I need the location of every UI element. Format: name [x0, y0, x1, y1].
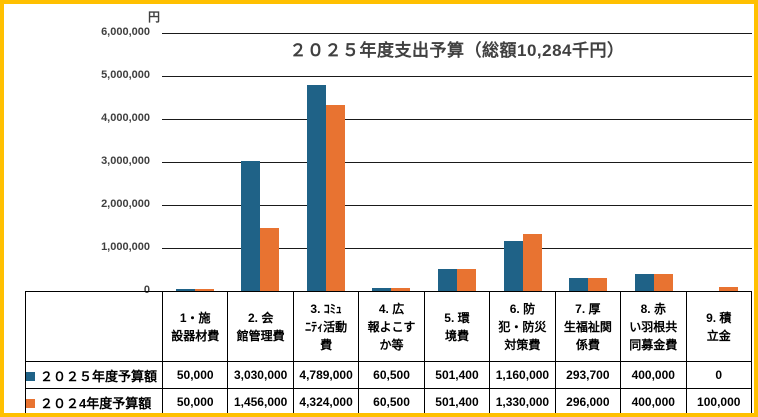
bar-2025-cat8	[634, 273, 654, 291]
plot-area	[162, 33, 752, 292]
value-cell-2025-cat7: 293,700	[554, 361, 622, 389]
gridline	[162, 33, 752, 34]
legend-swatch-2025	[26, 371, 35, 381]
category-header-row: 1・施 設器材費 2. 会 館管理費 3. ｺﾐｭ ﾆﾃｨ活動 費 4. 広 報よこす…	[25, 291, 752, 362]
value-cell-2025-cat5: 501,400	[423, 361, 491, 389]
value-cell-2024-cat8: 400,000	[620, 388, 687, 413]
gridline	[162, 162, 752, 163]
category-header-cell-6: 6. 防 犯・防災 対策費	[489, 291, 556, 362]
bar-2025-cat1	[175, 288, 195, 291]
bar-2024-cat3	[325, 105, 345, 291]
budget-row-2025: ２０２５年度予算額 50,000 3,030,000 4,789,000 60,500 5…	[25, 361, 752, 389]
value-cell-2025-cat9: 0	[685, 361, 752, 389]
bar-2025-cat2	[241, 160, 261, 291]
value-cell-2025-cat6: 1,160,000	[489, 361, 556, 389]
bar-2024-cat7	[588, 278, 608, 291]
y-axis-tick-label: 1,000,000	[101, 241, 150, 253]
value-cell-2024-cat4: 60,500	[358, 388, 425, 413]
y-axis-tick-label: 5,000,000	[101, 69, 150, 81]
gridline	[162, 119, 752, 120]
gridline	[162, 205, 752, 206]
series-label-text: ２０２4年度予算額	[40, 395, 152, 411]
bar-2025-cat4	[372, 288, 392, 291]
legend-swatch-2024	[26, 398, 35, 408]
value-cell-2024-cat9: 100,000	[685, 388, 752, 413]
bar-2024-cat9	[719, 286, 739, 291]
value-cell-2025-cat1: 50,000	[161, 361, 229, 389]
category-header-cell-8: 8. 赤 い羽根共 同募金費	[620, 291, 687, 362]
value-cell-2024-cat6: 1,330,000	[489, 388, 556, 413]
y-axis-tick-label: 2,000,000	[101, 198, 150, 210]
category-header-cell-7: 7. 厚 生福祉関 係費	[554, 291, 622, 362]
value-cell-2025-cat2: 3,030,000	[227, 361, 294, 389]
value-cell-2025-cat8: 400,000	[620, 361, 687, 389]
category-header-cell-4: 4. 広 報よこす か等	[358, 291, 425, 362]
bar-2024-cat4	[391, 288, 411, 291]
bar-2024-cat5	[457, 269, 476, 291]
value-cell-2025-cat4: 60,500	[358, 361, 425, 389]
value-cell-2024-cat5: 501,400	[423, 388, 491, 413]
bar-2025-cat7	[569, 278, 589, 291]
value-cell-2025-cat3: 4,789,000	[292, 361, 360, 389]
category-header-cell-9: 9. 積 立金	[685, 291, 752, 362]
y-axis-tick-label: 0	[143, 284, 150, 296]
category-header-cell-3: 3. ｺﾐｭ ﾆﾃｨ活動 費	[292, 291, 360, 362]
budget-row-2024: ２０２4年度予算額 50,000 1,456,000 4,324,000 60,500 5…	[25, 388, 752, 413]
series-label-cell-2025: ２０２５年度予算額	[25, 361, 163, 389]
series-label-cell-2024: ２０２4年度予算額	[25, 388, 163, 413]
bar-2024-cat1	[194, 288, 214, 291]
category-header-cell-1: 1・施 設器材費	[161, 291, 229, 362]
category-header-cell-2: 2. 会 館管理費	[227, 291, 294, 362]
series-label-text: ２０２５年度予算額	[40, 368, 158, 384]
bar-2024-cat6	[522, 233, 542, 291]
bar-2025-cat5	[438, 269, 457, 291]
value-cell-2024-cat2: 1,456,000	[227, 388, 294, 413]
bar-2024-cat8	[653, 273, 673, 291]
value-cell-2024-cat3: 4,324,000	[292, 388, 360, 413]
chart-title: ２０２５年度支出予算（総額10,284千円）	[289, 41, 625, 60]
y-axis-unit-label: 円	[147, 10, 160, 24]
value-cell-2024-cat7: 296,000	[554, 388, 622, 413]
gridline	[162, 248, 752, 249]
bar-2024-cat2	[260, 228, 280, 291]
table-corner-spacer	[25, 291, 163, 362]
budget-data-table: 1・施 設器材費 2. 会 館管理費 3. ｺﾐｭ ﾆﾃｨ活動 費 4. 広 報よこす…	[25, 291, 752, 413]
y-axis-tick-label: 4,000,000	[101, 112, 150, 124]
y-axis-tick-label: 3,000,000	[101, 155, 150, 167]
bar-2025-cat6	[503, 241, 523, 291]
value-cell-2024-cat1: 50,000	[161, 388, 229, 413]
bar-2025-cat3	[306, 85, 326, 291]
category-header-cell-5: 5. 環 境費	[423, 291, 491, 362]
y-axis-tick-label: 6,000,000	[101, 26, 150, 38]
gridline	[162, 76, 752, 77]
